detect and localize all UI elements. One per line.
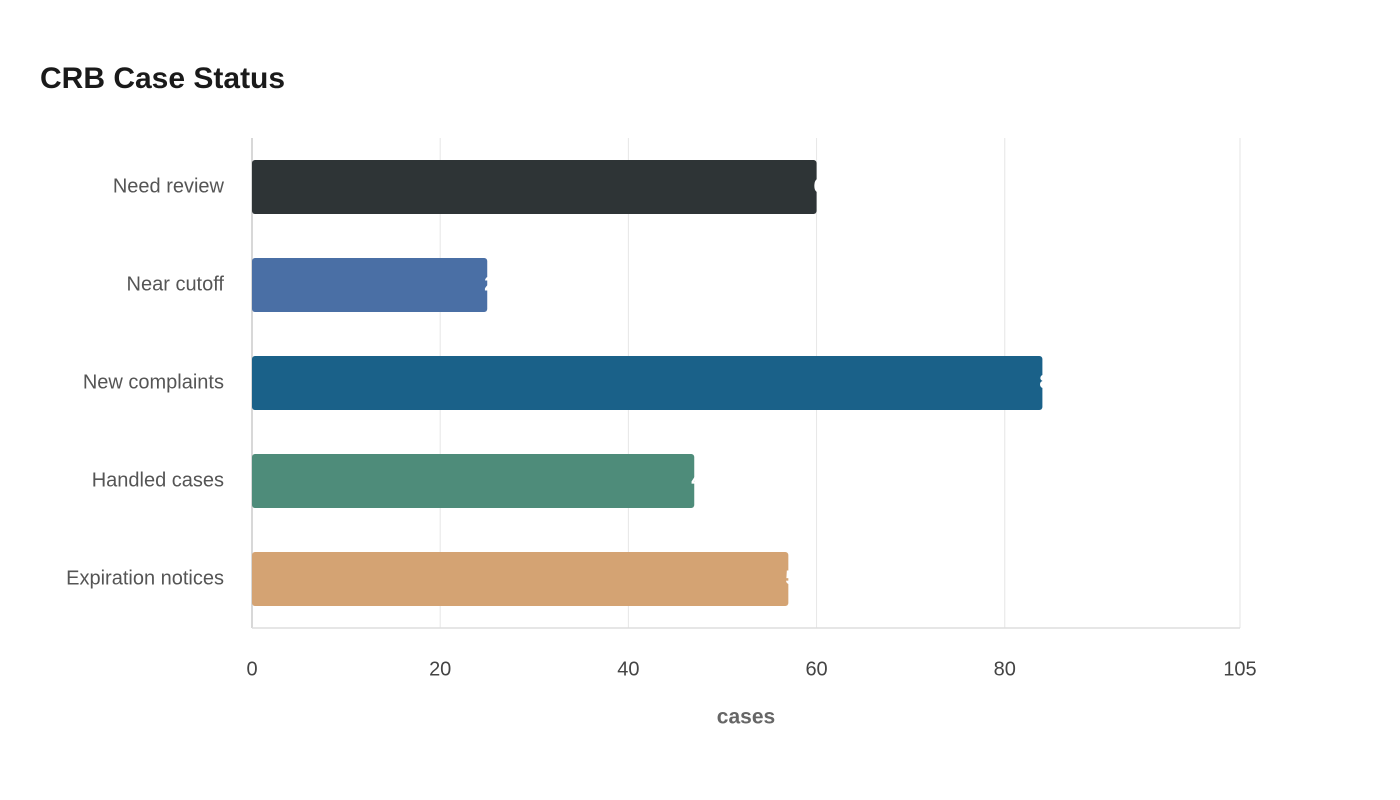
x-tick-label: 20 (429, 658, 451, 680)
bar (252, 258, 488, 312)
x-tick-label: 0 (246, 658, 257, 680)
value-label: 57 (785, 567, 807, 589)
bar (252, 454, 695, 508)
chart-title: CRB Case Status (40, 62, 285, 95)
y-tick-label: Handled cases (92, 469, 224, 491)
bar (252, 160, 817, 214)
x-tick-label: 80 (994, 658, 1016, 680)
x-tick-label: 60 (805, 658, 827, 680)
y-tick-label: Expiration notices (66, 567, 224, 589)
bar (252, 356, 1043, 410)
value-label: 47 (691, 469, 713, 491)
value-label: 25 (484, 273, 506, 295)
y-tick-label: Near cutoff (127, 273, 225, 295)
y-tick-label: Need review (113, 175, 225, 197)
x-tick-label: 105 (1223, 658, 1256, 680)
x-axis-label: cases (717, 706, 775, 729)
x-tick-label: 40 (617, 658, 639, 680)
value-label: 84 (1039, 371, 1062, 393)
y-tick-label: New complaints (83, 371, 224, 393)
bar (252, 552, 789, 606)
value-label: 60 (814, 175, 836, 197)
